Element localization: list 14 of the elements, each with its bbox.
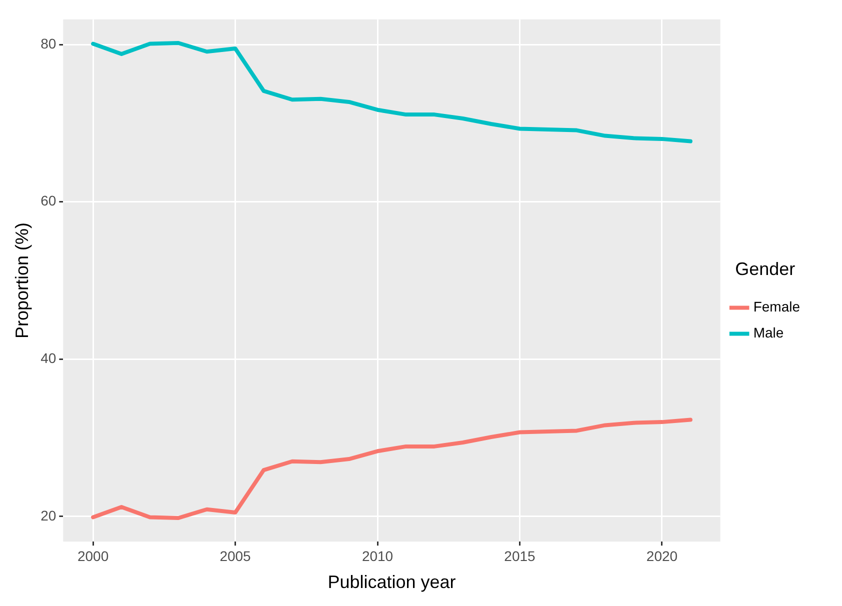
legend-label: Female: [753, 298, 800, 315]
x-tick-label: 2020: [646, 548, 678, 564]
x-tick-label: 2000: [77, 548, 109, 564]
y-tick-label: 80: [40, 35, 56, 52]
x-tick-label: 2015: [504, 548, 536, 564]
legend-label: Male: [753, 324, 784, 341]
y-tick-label: 60: [40, 192, 56, 209]
y-tick-label: 40: [40, 350, 56, 366]
legend-title: Gender: [735, 259, 796, 280]
y-tick-label: 20: [40, 507, 56, 524]
x-tick-label: 2005: [220, 548, 252, 564]
x-axis-title: Publication year: [328, 572, 456, 592]
y-axis-title: Proportion (%): [12, 222, 32, 339]
x-tick-label: 2010: [362, 548, 394, 564]
